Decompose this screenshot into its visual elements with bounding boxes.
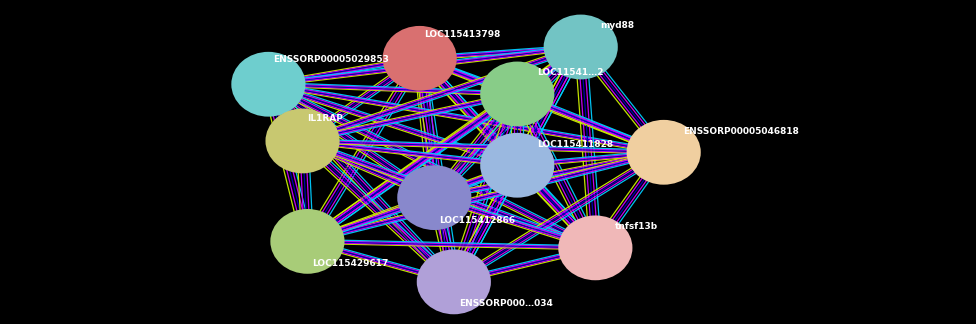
Text: tnfsf13b: tnfsf13b <box>615 222 658 231</box>
Ellipse shape <box>558 215 632 280</box>
Ellipse shape <box>627 120 701 185</box>
Ellipse shape <box>265 109 340 173</box>
Ellipse shape <box>231 52 305 117</box>
Text: ENSSORP00005029853: ENSSORP00005029853 <box>273 55 389 64</box>
Ellipse shape <box>480 133 554 198</box>
Text: LOC115411828: LOC115411828 <box>537 140 613 149</box>
Ellipse shape <box>417 249 491 314</box>
Ellipse shape <box>397 165 471 230</box>
Ellipse shape <box>480 62 554 126</box>
Text: ENSSORP000…034: ENSSORP000…034 <box>459 299 552 308</box>
Ellipse shape <box>383 26 457 91</box>
Ellipse shape <box>544 15 618 79</box>
Text: LOC115429617: LOC115429617 <box>312 259 388 268</box>
Ellipse shape <box>270 209 345 274</box>
Text: LOC11541…2: LOC11541…2 <box>537 68 603 77</box>
Text: LOC115412866: LOC115412866 <box>439 216 515 225</box>
Text: LOC115413798: LOC115413798 <box>425 29 501 39</box>
Text: myd88: myd88 <box>600 21 634 30</box>
Text: IL1RAP: IL1RAP <box>307 114 344 123</box>
Text: ENSSORP00005046818: ENSSORP00005046818 <box>683 127 799 136</box>
